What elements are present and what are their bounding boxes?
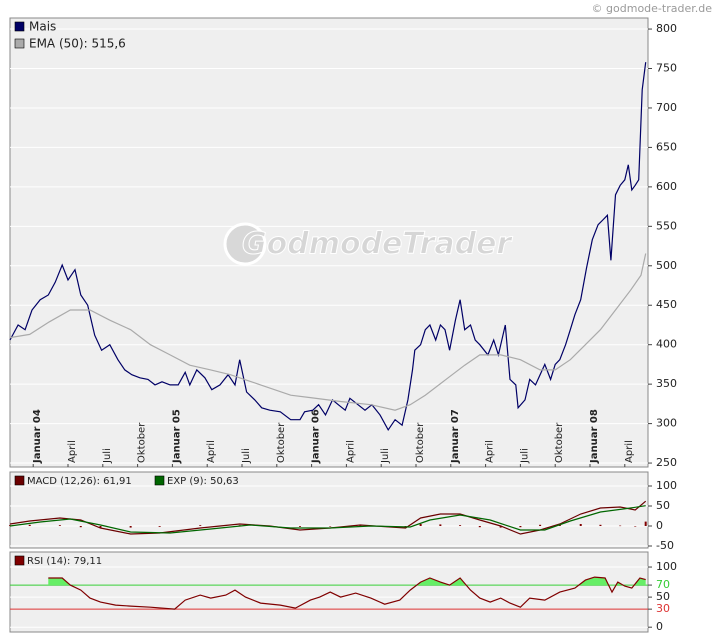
histogram-bar xyxy=(199,525,202,526)
histogram-bar xyxy=(599,524,602,526)
series-line xyxy=(9,505,646,534)
histogram-bar xyxy=(439,524,442,526)
x-tick-label: Oktober xyxy=(276,422,287,463)
x-tick-label: April xyxy=(345,440,356,463)
legend-swatch xyxy=(14,475,25,486)
x-tick-label: April xyxy=(485,440,496,463)
y-tick-label: 400 xyxy=(656,338,677,351)
y-tick-label: 450 xyxy=(656,298,677,311)
y-tick-label: 500 xyxy=(656,259,677,272)
histogram-bar xyxy=(329,526,332,527)
x-tick-label: Januar 04 xyxy=(32,409,43,464)
legend-label: RSI (14): 79,11 xyxy=(27,556,102,567)
histogram-bar xyxy=(619,525,622,527)
y-tick-label: 100 xyxy=(656,560,677,573)
y-tick-label: 350 xyxy=(656,377,677,390)
x-tick-label: Januar 06 xyxy=(311,409,322,464)
legend-label: MACD (12,26): 61,91 xyxy=(27,476,132,487)
histogram-bar xyxy=(299,526,301,527)
y-tick-label: 600 xyxy=(656,180,677,193)
series-line xyxy=(9,253,647,411)
x-tick-label: Juli xyxy=(241,448,252,464)
series-line xyxy=(9,500,647,535)
y-tick-label: 800 xyxy=(656,22,677,35)
legend-swatch xyxy=(14,38,25,49)
x-tick-label: April xyxy=(624,440,635,463)
legend-swatch xyxy=(14,555,25,566)
x-tick-label: Oktober xyxy=(415,422,426,463)
y-tick-label: 0 xyxy=(656,519,663,532)
rsi-fill xyxy=(48,577,646,586)
source: © godmode-trader.de xyxy=(592,2,713,15)
y-tick-label: 550 xyxy=(656,219,677,232)
x-tick-label: Oktober xyxy=(554,422,565,463)
histogram-bar xyxy=(644,521,647,526)
plot-area xyxy=(9,551,649,633)
x-tick-label: Juli xyxy=(519,448,530,464)
y-tick-label: 300 xyxy=(656,417,677,430)
y-tick-label: -50 xyxy=(656,539,674,552)
y-tick-label: 30 xyxy=(656,602,670,615)
watermark: GodmodeTrader xyxy=(242,227,513,262)
plot-area xyxy=(9,471,649,549)
histogram-bar xyxy=(634,526,637,527)
histogram-bar xyxy=(539,524,542,526)
histogram-bar xyxy=(519,526,522,528)
histogram-bar xyxy=(28,524,31,526)
y-tick-label: 100 xyxy=(656,479,677,492)
y-tick-label: 750 xyxy=(656,62,677,75)
legend-label: EXP (9): 50,63 xyxy=(167,476,239,487)
histogram-bar xyxy=(129,526,132,528)
x-tick-label: Januar 05 xyxy=(171,409,182,464)
x-tick-label: Januar 07 xyxy=(450,409,461,464)
y-tick-label: 250 xyxy=(656,456,677,469)
x-tick-label: April xyxy=(67,440,78,463)
plot-area xyxy=(9,17,649,468)
legend-label: Mais xyxy=(29,20,56,34)
histogram-bar xyxy=(99,526,102,528)
histogram-bar xyxy=(79,526,82,528)
x-tick-label: Oktober xyxy=(137,422,148,463)
x-tick-label: Januar 08 xyxy=(589,409,600,464)
x-tick-label: Juli xyxy=(102,448,113,464)
series-line xyxy=(9,62,647,432)
histogram-bar xyxy=(419,524,422,526)
y-tick-label: 50 xyxy=(656,590,670,603)
y-tick-label: 650 xyxy=(656,140,677,153)
histogram-bar xyxy=(58,525,61,526)
histogram-bar xyxy=(579,524,582,526)
x-tick-label: Juli xyxy=(380,448,391,464)
x-tick-label: April xyxy=(206,440,217,463)
histogram-bar xyxy=(158,526,161,527)
y-tick-label: 70 xyxy=(656,578,670,591)
histogram-bar xyxy=(499,526,502,528)
logo-circle xyxy=(223,222,267,266)
legend-swatch xyxy=(14,21,25,32)
histogram-bar xyxy=(459,525,462,526)
histogram-bar xyxy=(359,525,362,527)
histogram-bar xyxy=(478,526,481,528)
y-tick-label: 50 xyxy=(656,499,670,512)
legend-swatch xyxy=(154,475,165,486)
legend-label: EMA (50): 515,6 xyxy=(29,37,126,51)
y-tick-label: 0 xyxy=(656,620,663,633)
y-tick-label: 700 xyxy=(656,101,677,114)
series-line xyxy=(48,576,646,610)
